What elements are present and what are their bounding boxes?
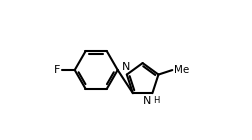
Text: H: H <box>153 96 159 105</box>
Text: F: F <box>54 65 60 75</box>
Text: N: N <box>143 96 151 106</box>
Text: N: N <box>122 62 130 73</box>
Text: Me: Me <box>174 65 189 75</box>
